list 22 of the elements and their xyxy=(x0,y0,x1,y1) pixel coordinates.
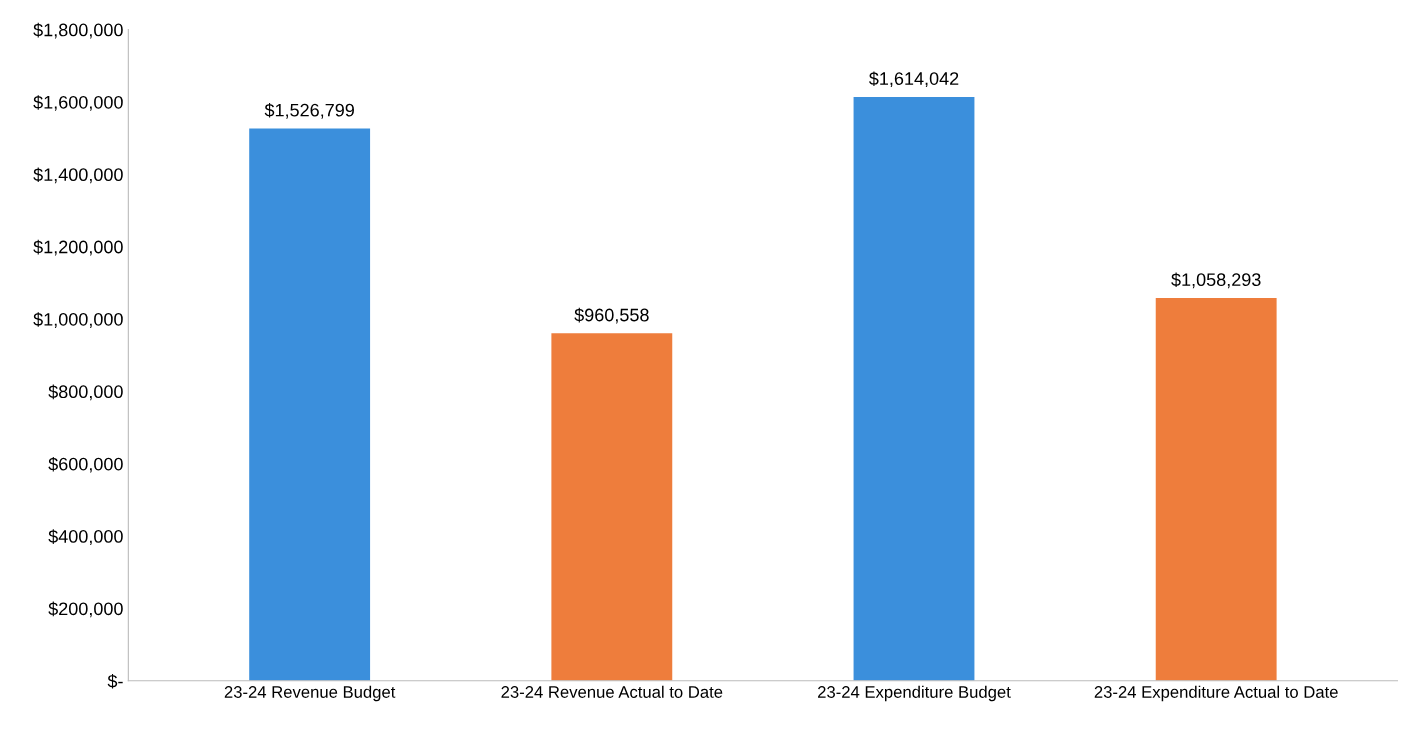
data-label: $1,058,293 xyxy=(1171,272,1261,289)
y-tick-label: $800,000 xyxy=(48,384,123,401)
y-tick-label: $200,000 xyxy=(48,601,123,618)
bar xyxy=(1155,297,1277,681)
data-label: $1,614,042 xyxy=(869,71,959,88)
bar xyxy=(551,333,673,681)
y-tick-label: $600,000 xyxy=(48,456,123,473)
y-tick-label: $1,800,000 xyxy=(33,22,123,39)
x-tick-label: 23-24 Revenue Actual to Date xyxy=(501,685,723,698)
y-tick-label: $1,600,000 xyxy=(33,95,123,111)
bar xyxy=(249,128,371,681)
y-tick-label: $1,400,000 xyxy=(33,167,123,184)
x-tick-label: 23-24 Expenditure Budget xyxy=(818,685,1011,702)
y-tick-label: $1,200,000 xyxy=(33,239,123,256)
y-tick-label: $- xyxy=(107,673,123,689)
data-label: $960,558 xyxy=(574,307,649,324)
bar xyxy=(853,96,975,681)
data-label: $1,526,799 xyxy=(264,102,354,119)
y-tick-label: $1,000,000 xyxy=(33,312,123,328)
x-tick-label: 23-24 Revenue Budget xyxy=(224,685,396,702)
x-tick-label: 23-24 Expenditure Actual to Date xyxy=(1094,685,1338,702)
y-tick-label: $400,000 xyxy=(48,529,123,545)
